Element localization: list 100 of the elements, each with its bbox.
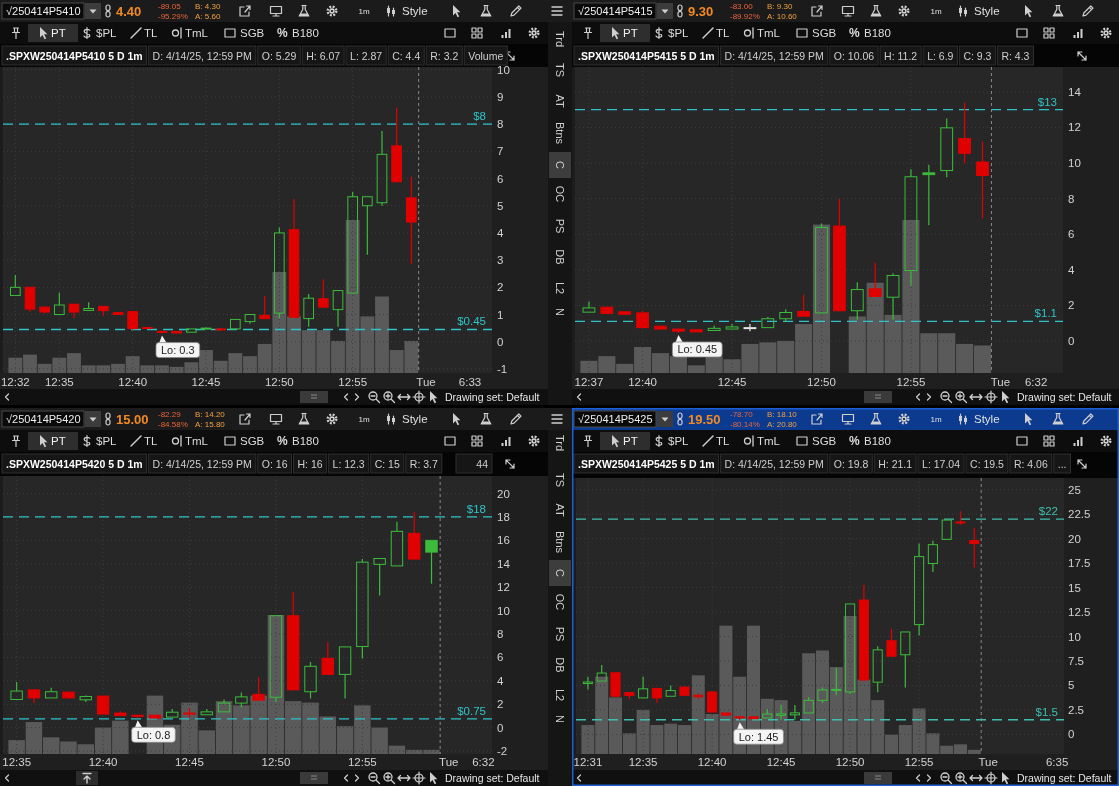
y-tick-label: 20	[1068, 532, 1081, 545]
x-tick-label: 12:55	[896, 376, 926, 388]
text: -84.58%	[158, 419, 188, 429]
candlestick	[832, 198, 846, 312]
chart-title: .SPXW250414P5410 5 D 1m	[6, 49, 143, 62]
x-tick-label: 12:45	[717, 376, 747, 388]
chart-title: .SPXW250414P5415 5 D 1m	[578, 49, 715, 62]
candlestick	[405, 176, 417, 265]
text: SGB	[812, 435, 837, 447]
x-tick-label: 12:35	[44, 376, 74, 388]
text: L: 6.9	[927, 49, 954, 62]
text: B: 14.20	[195, 410, 226, 419]
y-tick-label: 0	[1068, 728, 1075, 741]
text: Trd	[554, 30, 566, 48]
chart-subtitle: D: 4/14/25, 12:59 PM	[152, 49, 252, 62]
text: H: 11.2	[884, 49, 918, 62]
text: A: 5.60	[195, 11, 221, 21]
y-tick-label: 2	[497, 698, 504, 711]
text: 1m	[930, 414, 942, 424]
x-tick-label: 12:50	[261, 756, 291, 768]
text: SGB	[240, 27, 265, 39]
text: $PL	[96, 27, 118, 39]
annotation: Lo: 0.8	[136, 728, 171, 741]
text: OC	[554, 593, 566, 611]
text: Drawing set: Default	[1017, 391, 1112, 403]
x-tick-label: Tue	[990, 376, 1011, 388]
chart-subtitle: D: 4/14/25, 12:59 PM	[152, 457, 252, 470]
candlestick	[217, 698, 231, 713]
text: 1m	[358, 414, 370, 424]
text: A: 20.80	[767, 419, 798, 429]
y-tick-label: 8	[1068, 192, 1075, 205]
x-tick-label: 6:32	[472, 756, 495, 768]
y-tick-label: 22.5	[1068, 508, 1091, 521]
text: TL	[144, 27, 159, 39]
text: O: 10.06	[833, 49, 875, 62]
y-tick-label: 0	[1068, 334, 1075, 347]
text: √250414P5425	[578, 413, 653, 425]
y-tick-label: -2	[497, 745, 508, 758]
x-tick-label: 12:45	[191, 376, 221, 388]
y-tick-label: 14	[497, 557, 511, 570]
y-tick-label: 4	[497, 674, 504, 687]
text: H: 16	[297, 457, 323, 470]
text: 19.50	[688, 412, 721, 427]
text: 1m	[930, 6, 942, 16]
candlestick	[391, 107, 403, 183]
text: A: 15.80	[195, 419, 226, 429]
text: Style	[974, 413, 1000, 425]
text: -95.29%	[158, 11, 188, 21]
candlestick	[68, 303, 80, 319]
text: -78.70	[730, 410, 754, 419]
y-tick-label: -1	[497, 362, 508, 375]
candlestick	[425, 539, 438, 585]
ref-line-label: $8	[473, 110, 486, 123]
y-tick-label: 10	[497, 604, 510, 617]
ref-line-label: $0.75	[457, 704, 486, 717]
text: -89.92%	[730, 11, 760, 21]
y-tick-label: 17.5	[1068, 557, 1091, 570]
x-tick-label: 12:35	[2, 756, 32, 768]
candlestick	[582, 300, 596, 313]
x-tick-label: 6:32	[1024, 376, 1048, 388]
text: DB	[554, 249, 566, 265]
y-tick-label: 14	[1068, 85, 1082, 98]
y-tick-label: 0	[497, 335, 504, 348]
candlestick	[638, 676, 649, 699]
text: C	[554, 161, 566, 170]
ref-line-label: $0.45	[457, 315, 486, 328]
text: O: 5.29	[261, 49, 297, 62]
text: √250414P5415	[578, 5, 653, 17]
y-tick-label: 6	[497, 651, 504, 664]
y-tick-label: 12.5	[1068, 606, 1091, 619]
x-tick-label: 12:31	[573, 756, 603, 768]
candlestick	[361, 196, 373, 256]
text: TL	[144, 435, 159, 447]
text: $PL	[668, 435, 690, 447]
text: TL	[716, 27, 731, 39]
x-tick-label: 12:50	[264, 376, 294, 388]
text: TS	[554, 472, 566, 488]
candlestick	[24, 286, 36, 313]
text: -80.14%	[730, 419, 760, 429]
text: 15.00	[116, 412, 149, 427]
text: C: 15	[374, 457, 400, 470]
x-tick-label: 12:37	[574, 376, 604, 388]
chart-title: Volume	[468, 49, 504, 62]
y-tick-label: 12	[1068, 121, 1081, 134]
text: C: 4.4	[392, 49, 421, 62]
text: √250414P5420	[6, 413, 81, 425]
text: -89.05	[158, 2, 182, 11]
text: Style	[402, 5, 428, 17]
x-tick-label: Tue	[439, 756, 459, 768]
candlestick	[969, 527, 980, 569]
text: L: 17.04	[922, 457, 961, 470]
x-tick-label: 12:50	[835, 756, 865, 768]
text: L2	[554, 281, 566, 295]
text: AT	[554, 94, 566, 108]
text: PS	[554, 626, 566, 642]
chart-title: .SPXW250414P5420 5 D 1m	[6, 457, 143, 470]
text: PT	[51, 27, 66, 39]
chart-subtitle: D: 4/14/25, 12:59 PM	[724, 457, 824, 470]
x-tick-label: 12:40	[118, 376, 148, 388]
text: R: 3.7	[409, 457, 438, 470]
